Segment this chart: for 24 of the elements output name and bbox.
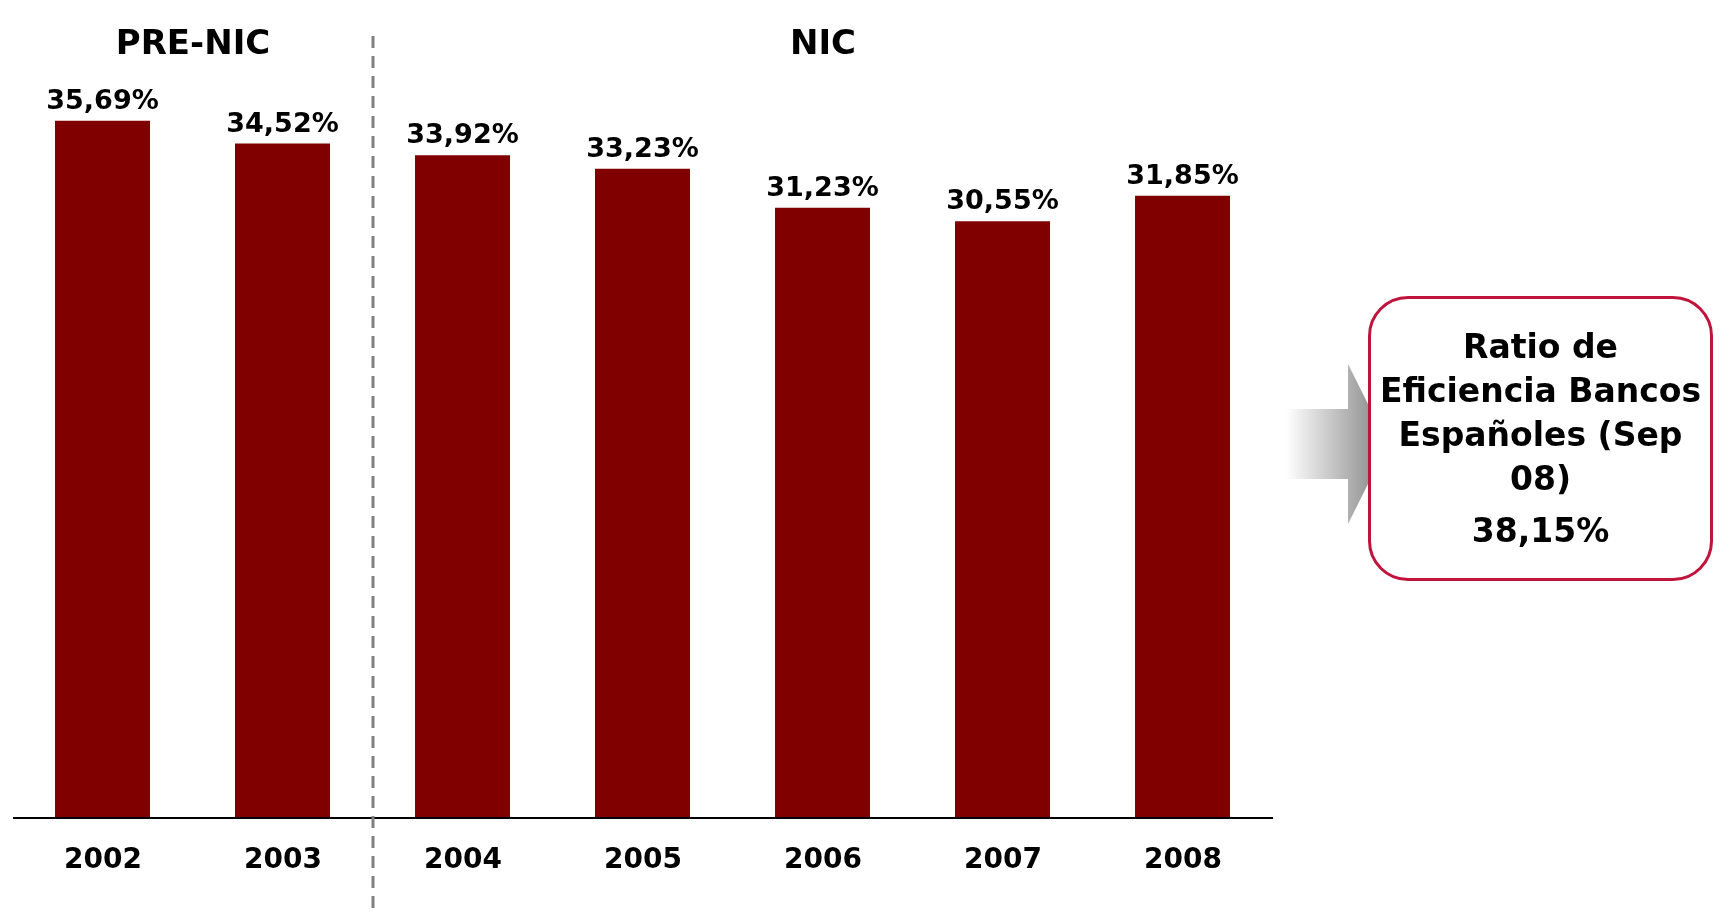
data-label: 31,85%	[1126, 158, 1239, 190]
data-label: 33,23%	[586, 131, 699, 163]
x-tick-label: 2002	[64, 841, 142, 875]
bar	[775, 207, 870, 818]
bar	[55, 120, 150, 818]
text: NIC	[788, 22, 858, 62]
data-label: 33,92%	[406, 118, 519, 150]
x-tick-label: 2006	[784, 841, 862, 875]
x-tick-label: 2005	[604, 841, 682, 875]
bar	[1135, 195, 1230, 818]
bar	[235, 143, 330, 818]
callout-box: Ratio de Eficiencia Bancos Españoles (Sep 08) 38,15%	[1368, 296, 1713, 581]
data-label: 30,55%	[946, 184, 1059, 216]
x-tick-label: 2003	[244, 841, 322, 875]
bar	[595, 168, 690, 818]
x-tick-label: 2007	[964, 841, 1042, 875]
text: PRE-NIC	[114, 22, 272, 62]
data-label: 34,52%	[226, 106, 339, 138]
data-label: 31,23%	[766, 170, 879, 202]
x-tick-label: 2008	[1144, 841, 1222, 875]
bar	[955, 221, 1050, 818]
x-tick-label: 2004	[424, 841, 502, 875]
bar	[415, 155, 510, 818]
data-label: 35,69%	[46, 83, 159, 115]
